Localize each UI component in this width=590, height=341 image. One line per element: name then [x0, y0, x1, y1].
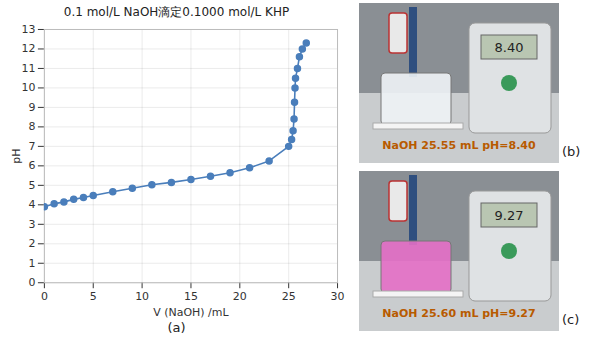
html-text:(a): (a): [167, 320, 186, 336]
svg-text:12: 12: [21, 42, 35, 55]
svg-text:0: 0: [28, 276, 35, 289]
svg-text:1: 1: [28, 257, 35, 270]
svg-text:8.40: 8.40: [495, 40, 524, 55]
svg-text:8: 8: [28, 120, 35, 133]
svg-text:11: 11: [21, 62, 35, 75]
svg-text:9.27: 9.27: [495, 208, 524, 223]
html-text:(b): (b): [562, 144, 581, 159]
html-text:(c): (c): [562, 312, 580, 327]
svg-text:5: 5: [90, 290, 97, 303]
svg-text:pH: pH: [10, 149, 23, 164]
svg-text:25: 25: [282, 290, 296, 303]
svg-text:NaOH 25.60 mL pH=9.27: NaOH 25.60 mL pH=9.27: [382, 307, 535, 320]
svg-text:6: 6: [28, 159, 35, 172]
svg-text:NaOH 25.55 mL pH=8.40: NaOH 25.55 mL pH=8.40: [382, 139, 536, 152]
svg-text:3: 3: [28, 218, 35, 231]
html-text:0.1 mol/L NaOH滴定0.1000 mol/L K: 0.1 mol/L NaOH滴定0.1000 mol/L KHP: [63, 5, 290, 19]
svg-text:7: 7: [28, 140, 35, 153]
svg-text:5: 5: [28, 179, 35, 192]
svg-text:9: 9: [28, 101, 35, 114]
svg-text:20: 20: [233, 290, 247, 303]
svg-text:V (NaOH) /mL: V (NaOH) /mL: [153, 306, 229, 319]
svg-text:30: 30: [331, 290, 345, 303]
svg-text:10: 10: [21, 81, 35, 94]
svg-text:0: 0: [41, 290, 48, 303]
svg-text:2: 2: [28, 237, 35, 250]
svg-text:13: 13: [21, 23, 35, 36]
svg-text:4: 4: [28, 198, 35, 211]
svg-text:10: 10: [135, 290, 149, 303]
svg-text:15: 15: [184, 290, 198, 303]
